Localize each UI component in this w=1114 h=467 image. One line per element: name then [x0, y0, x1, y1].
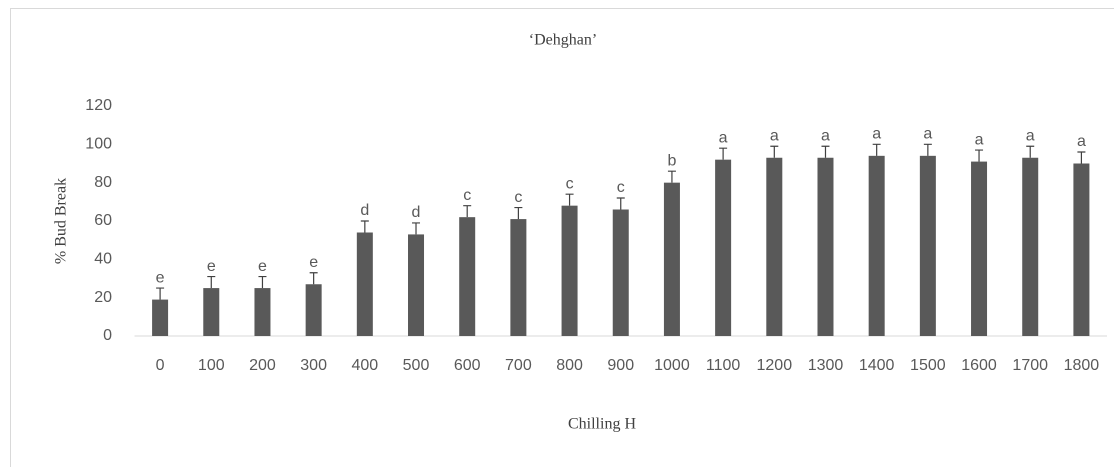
x-tick-label: 600 — [454, 357, 481, 374]
bar — [510, 219, 527, 336]
significance-letter: e — [309, 254, 318, 271]
x-tick-label: 100 — [198, 357, 225, 374]
bar — [612, 209, 629, 336]
significance-letter: a — [770, 127, 779, 144]
error-bar — [412, 222, 421, 235]
error-bar — [872, 143, 881, 156]
error-bar — [1077, 151, 1086, 164]
y-tick-label: 0 — [103, 327, 112, 344]
error-bar — [309, 272, 318, 285]
x-axis-label: Chilling H — [568, 416, 636, 433]
x-tick-label: 1400 — [859, 357, 895, 374]
error-bar — [719, 147, 728, 160]
error-bar — [821, 145, 830, 158]
x-tick-label: 1300 — [808, 357, 844, 374]
x-tick-label: 1500 — [910, 357, 946, 374]
error-bar — [207, 275, 216, 289]
significance-letter: e — [258, 258, 267, 275]
y-tick-label: 120 — [85, 97, 112, 114]
significance-letter: e — [156, 269, 165, 286]
error-bar — [360, 220, 369, 233]
significance-letter: c — [463, 187, 471, 204]
x-tick-label: 0 — [156, 357, 165, 374]
significance-letter: b — [667, 152, 676, 169]
y-tick-label: 60 — [94, 212, 112, 229]
x-tick-label: 900 — [607, 357, 634, 374]
x-tick-label: 1000 — [654, 357, 690, 374]
significance-letter: a — [1077, 133, 1086, 150]
bar — [715, 159, 732, 336]
error-bar — [463, 205, 472, 218]
y-tick-label: 40 — [94, 251, 112, 268]
x-tick-label: 1100 — [706, 357, 741, 374]
bar — [817, 157, 834, 336]
bar — [1022, 157, 1039, 336]
y-tick-label: 100 — [85, 136, 112, 153]
y-tick-label: 20 — [94, 289, 112, 306]
significance-letter: c — [617, 179, 625, 196]
significance-letter: a — [821, 127, 830, 144]
bar — [152, 299, 169, 336]
error-bar — [565, 193, 574, 206]
error-bar — [975, 149, 984, 162]
x-tick-label: 400 — [351, 357, 378, 374]
bar — [1073, 163, 1090, 336]
significance-letter: a — [719, 129, 728, 146]
error-bar — [258, 275, 267, 289]
x-tick-label: 1600 — [961, 357, 997, 374]
y-axis-label: % Bud Break — [53, 178, 70, 264]
bar — [919, 155, 936, 336]
significance-letter: a — [975, 131, 984, 148]
bar — [459, 217, 476, 336]
error-bar — [514, 206, 523, 220]
bar — [561, 205, 578, 336]
bar — [408, 234, 425, 336]
x-tick-label: 700 — [505, 357, 532, 374]
chart-title: ‘Dehghan’ — [529, 32, 597, 49]
bar — [203, 288, 220, 336]
error-bar — [616, 197, 625, 210]
error-bar — [770, 145, 779, 158]
error-bar — [156, 287, 165, 300]
error-bar — [1026, 145, 1035, 158]
x-tick-label: 300 — [300, 357, 327, 374]
significance-letter: c — [566, 175, 574, 192]
significance-letter: a — [872, 126, 881, 143]
bar — [766, 157, 783, 336]
significance-letter: e — [207, 258, 216, 275]
significance-letter: d — [412, 204, 421, 221]
bar — [971, 161, 988, 336]
error-bar — [667, 170, 676, 183]
x-tick-label: 200 — [249, 357, 276, 374]
significance-letter: d — [360, 202, 369, 219]
bar — [254, 288, 271, 336]
bar — [663, 182, 680, 336]
bar — [868, 155, 885, 336]
x-tick-label: 1800 — [1064, 357, 1100, 374]
bar — [305, 284, 322, 336]
y-tick-label: 80 — [94, 174, 112, 191]
bar — [356, 232, 373, 336]
x-tick-label: 1700 — [1012, 357, 1048, 374]
significance-letter: a — [923, 126, 932, 143]
error-bar — [923, 143, 932, 156]
significance-letter: a — [1026, 127, 1035, 144]
x-tick-label: 800 — [556, 357, 583, 374]
chart-border — [10, 8, 1114, 467]
x-tick-label: 500 — [403, 357, 430, 374]
significance-letter: c — [514, 189, 522, 206]
x-tick-label: 1200 — [757, 357, 793, 374]
